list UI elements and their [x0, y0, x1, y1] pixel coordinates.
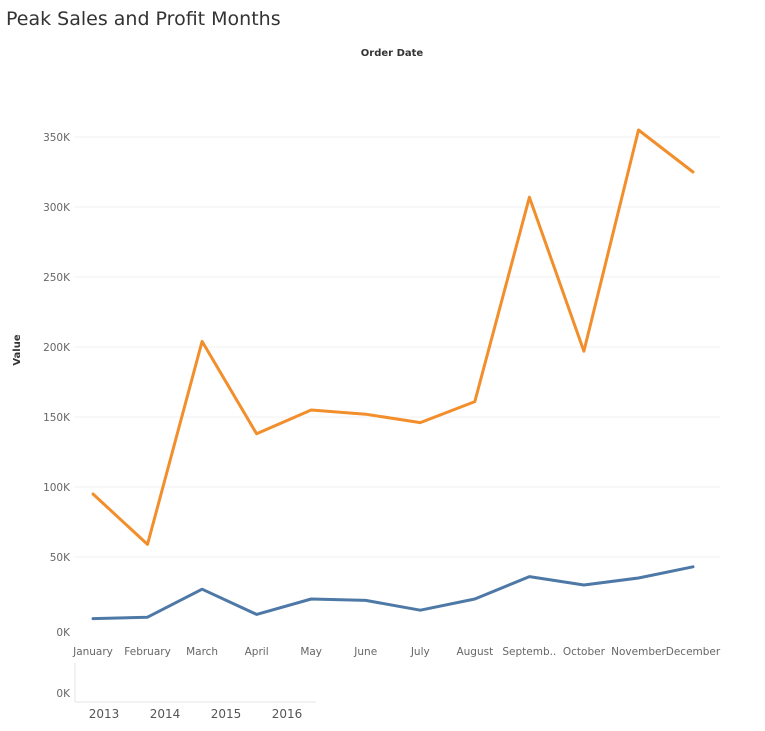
y-tick-label: 0K	[56, 627, 71, 639]
y-tick-label: 200K	[43, 342, 71, 354]
lower-x-tick-label: 2014	[150, 707, 181, 721]
x-tick-label: January	[72, 646, 113, 658]
series-line-0	[91, 128, 695, 546]
series-lines	[91, 128, 695, 621]
lower-x-tick-label: 2013	[89, 707, 120, 721]
y-tick-label: 350K	[43, 132, 71, 144]
top-axis-title: Order Date	[361, 48, 424, 59]
y-tick-label: 300K	[43, 202, 71, 214]
y-axis-ticks: 0K 50K 100K 150K 200K 250K 300K 350K	[43, 132, 71, 639]
x-tick-label: July	[410, 646, 430, 658]
lower-y-tick-label: 0K	[56, 688, 71, 700]
x-tick-label: Septemb..	[502, 646, 556, 658]
y-tick-label: 100K	[43, 482, 71, 494]
x-tick-label: August	[456, 646, 493, 658]
lower-panel: 0K 2013 2014 2015 2016	[56, 663, 316, 721]
x-tick-label: June	[353, 646, 377, 658]
x-tick-label: May	[300, 646, 322, 658]
y-tick-label: 50K	[50, 552, 71, 564]
y-axis-title: Value	[12, 334, 23, 365]
y-tick-label: 150K	[43, 412, 71, 424]
lower-x-tick-label: 2015	[211, 707, 242, 721]
x-tick-label: October	[563, 646, 606, 658]
x-tick-label: February	[124, 646, 171, 658]
gridlines	[75, 136, 720, 558]
series-line-1	[91, 565, 695, 621]
chart-title: Peak Sales and Profit Months	[6, 8, 281, 30]
x-tick-label: April	[245, 646, 269, 658]
x-axis-ticks: January February March April May June July Augu…	[72, 646, 721, 658]
lower-x-tick-label: 2016	[272, 707, 303, 721]
y-tick-label: 250K	[43, 272, 71, 284]
x-tick-label: December	[666, 646, 721, 658]
x-tick-label: March	[186, 646, 218, 658]
x-tick-label: November	[611, 646, 666, 658]
